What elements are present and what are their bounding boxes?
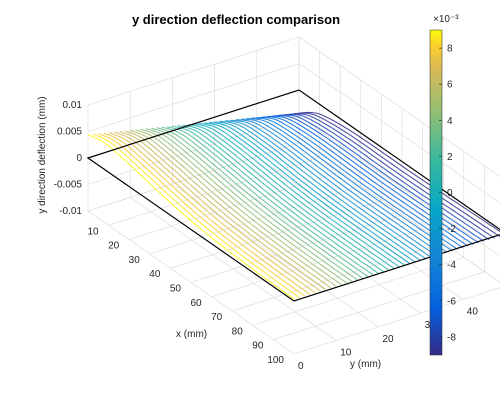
surface-line xyxy=(225,120,432,258)
grid-line-x xyxy=(273,271,485,340)
grid-line-y xyxy=(130,197,337,341)
surface-line xyxy=(283,113,490,241)
colorbar-tick-label: 0 xyxy=(447,188,453,199)
surface-line xyxy=(230,119,437,257)
x-tick-label: 100 xyxy=(267,355,284,366)
grid-line-z xyxy=(87,63,300,132)
surface-line xyxy=(293,112,500,237)
surface-line xyxy=(177,125,385,273)
grid-line-y xyxy=(172,183,379,328)
x-tick-label: 80 xyxy=(232,326,244,337)
surface-line xyxy=(240,118,448,254)
surface-line xyxy=(288,113,495,239)
grid-line-z xyxy=(298,63,500,204)
surface-line xyxy=(161,126,369,278)
grid-line-x xyxy=(170,199,382,269)
surface-line xyxy=(193,123,400,268)
surface-line xyxy=(256,116,464,249)
surface-line xyxy=(130,129,337,287)
surface-line xyxy=(219,120,427,260)
x-tick-label: 10 xyxy=(87,226,99,237)
colorbar-tick-label: -6 xyxy=(447,296,456,307)
surface-line xyxy=(298,111,500,233)
axis-ticks: 102030405060708090100010203040500.010.00… xyxy=(54,100,479,372)
surface-line xyxy=(124,130,332,289)
z-tick-label: -0.005 xyxy=(54,180,83,191)
grid-line-x xyxy=(149,185,361,255)
colorbar-ticks: 8 6 4 2 0 -2 -4 -6 -8 xyxy=(439,44,456,343)
z-tick-label: -0.01 xyxy=(59,206,82,217)
surface-line xyxy=(135,129,342,286)
colorbar-tick-label: -4 xyxy=(447,260,456,271)
surface-line xyxy=(151,127,358,281)
surface-line xyxy=(87,134,295,300)
surface-line xyxy=(198,122,406,266)
grid-line-x xyxy=(190,214,403,283)
colorbar-tick-label: 4 xyxy=(447,116,453,127)
surface-line xyxy=(103,132,311,295)
surface-line xyxy=(188,123,395,270)
z-tick-label: 0.01 xyxy=(63,100,83,111)
surface-line xyxy=(246,118,453,252)
surface-line xyxy=(214,121,421,262)
colorbar-tick-label: 8 xyxy=(447,44,453,55)
surface-line xyxy=(156,127,363,279)
surface-line xyxy=(277,114,485,242)
grid-line-y xyxy=(256,156,463,300)
surface-line xyxy=(93,133,300,298)
surface-line xyxy=(204,122,411,265)
colorbar-tick-label: -8 xyxy=(447,332,456,343)
y-axis-label: y (mm) xyxy=(350,359,381,370)
surface-line xyxy=(272,115,479,244)
z-axis-label: y direction deflection (mm) xyxy=(37,96,48,213)
surface-line xyxy=(172,125,379,274)
x-axis-label: x (mm) xyxy=(176,329,207,340)
y-tick-label: 20 xyxy=(382,334,394,345)
surface-line xyxy=(119,130,326,290)
surface-line xyxy=(182,124,390,271)
x-tick-label: 20 xyxy=(108,241,120,252)
colorbar-tick-label: 6 xyxy=(447,80,453,91)
surface-line xyxy=(114,131,321,292)
surface-line xyxy=(140,128,348,284)
surface-line xyxy=(235,119,443,255)
surface-line xyxy=(98,133,305,297)
x-tick-label: 70 xyxy=(211,312,223,323)
grid-line-z xyxy=(298,116,500,257)
z-tick-label: 0.005 xyxy=(57,127,82,138)
reference-plane xyxy=(86,89,500,302)
colorbar-exponent: ×10⁻³ xyxy=(433,14,459,25)
surface-line xyxy=(166,126,374,276)
surface-line xyxy=(251,117,458,250)
y-tick-label: 10 xyxy=(340,347,352,358)
back-wall xyxy=(298,36,500,283)
zero-plane-outline xyxy=(86,89,500,302)
x-tick-label: 60 xyxy=(190,298,202,309)
y-tick-label: 40 xyxy=(467,307,479,318)
colorbar: ×10⁻³ 8 6 4 2 0 -2 -4 -6 -8 xyxy=(429,14,459,356)
colorbar-tick-label: -2 xyxy=(447,224,456,235)
y-tick-label: 0 xyxy=(298,361,304,372)
x-tick-label: 30 xyxy=(129,255,141,266)
grid-line-x xyxy=(108,157,320,226)
surface-line xyxy=(145,128,353,282)
z-tick-label: 0 xyxy=(76,153,82,164)
surface-mesh xyxy=(87,111,500,300)
chart-title: y direction deflection comparison xyxy=(132,12,340,27)
x-tick-label: 50 xyxy=(170,284,182,295)
x-tick-label: 90 xyxy=(252,341,264,352)
grid-line-x xyxy=(252,257,464,326)
surface-line xyxy=(108,131,316,294)
x-tick-label: 40 xyxy=(149,269,161,280)
colorbar-tick-label: 2 xyxy=(447,152,453,163)
surface-line xyxy=(209,121,416,263)
grid-line-x xyxy=(211,228,423,298)
